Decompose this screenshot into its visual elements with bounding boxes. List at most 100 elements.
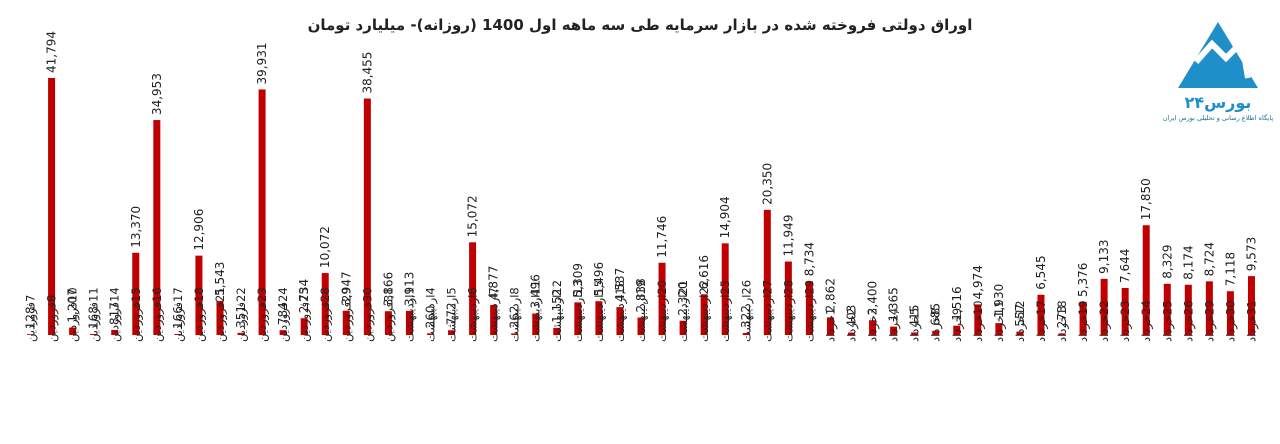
value-label: 11,746 [655,216,669,258]
value-label: 5,376 [1076,263,1090,297]
bar [342,310,350,335]
x-tick-label: 7اردیبهشت [487,287,502,342]
bar [426,333,434,335]
x-tick-label: 23خرداد [1118,300,1133,342]
x-tick-label: 25اردیبهشت [718,280,733,342]
bar [1247,276,1255,335]
value-label: 3,866 [381,272,395,306]
bar [384,311,392,335]
value-label: 772 [445,302,459,325]
bar [1121,287,1129,335]
value-label: 8,724 [1202,242,1216,276]
value-label: 41,794 [45,31,59,73]
value-label: 8,734 [802,242,816,276]
value-label: 4,537 [613,268,627,302]
x-tick-label: 4خرداد [887,308,902,342]
bar [721,243,729,335]
bar [1079,301,1087,335]
x-tick-label: 17خرداد [1034,300,1049,342]
bar [658,262,666,335]
x-tick-label: 10فروردین [66,287,81,342]
value-label: 7,644 [1118,249,1132,283]
logo: بورس۲۴ پایگاه اطلاع رسانی و تحلیلی بورس … [1163,22,1274,122]
x-tick-label: 14فروردین [108,287,123,342]
x-tick-label: 19خرداد [1076,300,1091,342]
x-tick-label: 11اردیبهشت [529,280,544,342]
x-tick-label: 21اردیبهشت [676,280,691,342]
x-tick-label: 7فروردین [24,295,39,342]
x-tick-label: 23فروردین [255,287,270,342]
x-tick-label: 22خرداد [1097,300,1112,342]
value-label: 17,850 [1139,178,1153,220]
bar [195,255,203,335]
bar [511,333,519,335]
bar [321,273,329,335]
x-tick-label: 29فروردین [339,287,354,342]
value-label: 8,329 [1160,244,1174,278]
bar [153,120,161,335]
bar [763,209,771,335]
value-label: 1,930 [992,284,1006,318]
x-tick-label: 22فروردین [234,287,249,342]
x-tick-label: 25فروردین [297,287,312,342]
value-label: 322 [739,305,753,328]
bar [490,305,498,335]
x-tick-label: 1خرداد [823,308,838,342]
x-tick-label: 11فروردین [87,287,102,342]
bar [784,261,792,335]
x-tick-label: 22اردیبهشت [697,280,712,342]
x-tick-label: 18فروردین [192,287,207,342]
value-label: 260 [423,305,437,328]
logo-tagline: پایگاه اطلاع رسانی و تحلیلی بورس ایران [1163,114,1274,122]
x-tick-label: 30فروردین [360,287,375,342]
bar [279,330,287,335]
value-label: 784 [276,302,290,325]
x-tick-label: 17فروردین [171,287,186,342]
bar [90,333,98,335]
bar [363,98,371,336]
x-tick-label: 12خرداد [1013,300,1028,342]
x-tick-label: 26اردیبهشت [739,280,754,342]
x-tick-label: 28فروردین [318,287,333,342]
bar [237,332,245,335]
x-tick-label: 30خرداد [1223,300,1238,342]
value-label: 39,931 [255,42,269,84]
bar [553,327,561,335]
bar [995,323,1003,335]
x-tick-label: 29خرداد [1202,300,1217,342]
x-tick-label: 5اردیبهشت [445,287,460,342]
bar [48,78,56,335]
value-label: 15,072 [466,195,480,237]
value-label: 38,455 [360,52,374,94]
x-tick-label: 21فروردین [213,287,228,342]
value-label: 1,365 [887,287,901,321]
value-label: 1,152 [550,289,564,323]
value-label: 168 [87,306,101,329]
value-label: 262 [508,305,522,328]
x-tick-label: 15فروردین [129,287,144,342]
bar [258,89,266,336]
value-label: 7,118 [1223,252,1237,286]
value-label: 11,949 [781,215,795,257]
value-label: 2,400 [866,281,880,315]
x-tick-label: 19اردیبهشت [634,280,649,342]
x-tick-label: 8اردیبهشت [508,287,523,342]
logo-name: بورس۲۴ [1185,93,1252,112]
value-label: 3,913 [402,272,416,306]
x-tick-label: 13اردیبهشت [571,280,586,342]
x-tick-label: 26خرداد [1181,300,1196,342]
bar [532,313,540,335]
bar [616,307,624,335]
bar [848,332,856,335]
bar [1058,333,1066,335]
bar [174,333,182,335]
x-tick-label: 24فروردین [276,287,291,342]
value-label: 5,496 [592,262,606,296]
logo-stroke [1193,35,1251,79]
value-label: 9,573 [1244,237,1258,271]
bar [679,320,687,335]
value-label: 6,616 [697,255,711,289]
bar [216,300,224,335]
value-label: 557 [1013,304,1027,327]
